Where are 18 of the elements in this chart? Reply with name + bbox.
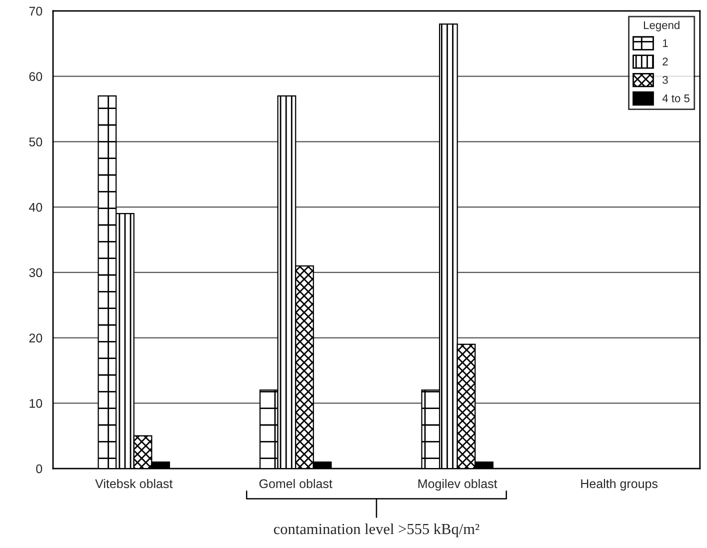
- y-tick-label: 30: [29, 268, 42, 278]
- legend-label: 2: [662, 58, 668, 66]
- y-tick-label: 0: [36, 464, 42, 474]
- x-tick-label: Health groups: [581, 478, 658, 491]
- legend-title: Legend: [644, 20, 680, 32]
- y-tick-label: 40: [28, 202, 42, 212]
- y-tick-label: 60: [29, 72, 42, 81]
- y-tick-label: 50: [29, 138, 42, 146]
- legend-label: 4 to 5: [662, 94, 690, 102]
- x-tick-label: Vitebsk oblast: [95, 478, 173, 488]
- x-tick-label: Gomel oblast: [259, 478, 332, 488]
- y-tick-label: 10: [30, 398, 42, 408]
- legend-label: 3: [662, 76, 668, 84]
- y-tick-label: 20: [29, 334, 42, 342]
- text: contamination level >555 kBq/m²: [274, 523, 480, 538]
- legend-label: 1: [662, 39, 668, 47]
- y-tick-label: 70: [29, 6, 42, 16]
- x-tick-label: Mogilev oblast: [418, 478, 498, 491]
